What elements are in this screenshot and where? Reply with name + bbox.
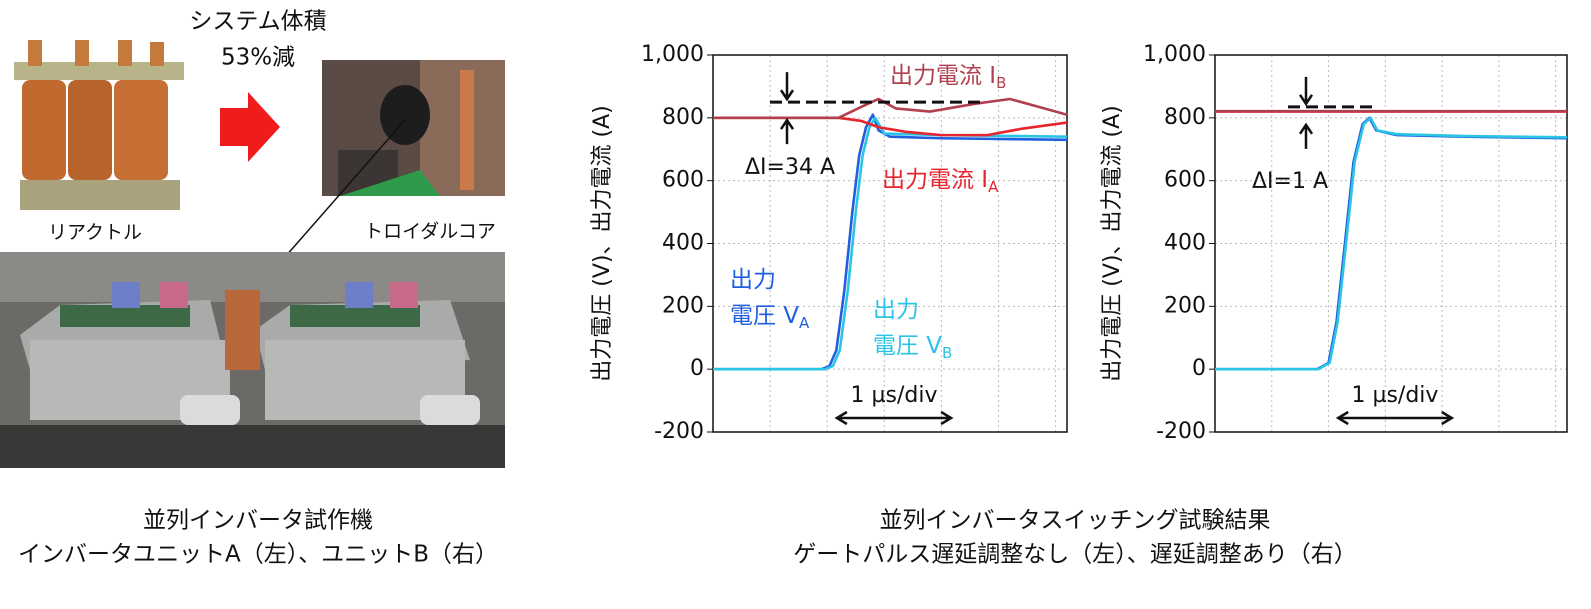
- time-arrow: [834, 410, 954, 426]
- delta-note: ΔI=34 A: [745, 155, 835, 180]
- y-tick-label: 600: [1164, 168, 1206, 193]
- reactor-label: リアクトル: [48, 222, 142, 244]
- time-arrow: [1335, 410, 1455, 426]
- y-tick-label: -200: [1156, 419, 1206, 444]
- series-label-sub: A: [988, 178, 999, 196]
- volume-note: 53%減: [221, 45, 295, 71]
- caption: インバータユニットA（左）、ユニットB（右）: [18, 542, 498, 568]
- y-tick-label: 200: [662, 293, 704, 318]
- time-note: 1 µs/div: [851, 383, 938, 408]
- y-tick-label: 600: [662, 168, 704, 193]
- series-label-text: 出力: [873, 297, 919, 323]
- series-label-text: 出力電流 I: [890, 63, 996, 89]
- volume-note: システム体積: [189, 9, 326, 35]
- delta-note: ΔI=1 A: [1252, 169, 1328, 194]
- time-note: 1 µs/div: [1351, 383, 1438, 408]
- series-line: [713, 116, 1068, 137]
- y-tick-label: 400: [1164, 231, 1206, 256]
- series-line: [713, 97, 1068, 120]
- series-label-text: 出力電流 I: [882, 167, 988, 193]
- inverter-photo: [0, 252, 505, 468]
- caption: 並列インバータ試作機: [143, 508, 373, 534]
- plot-frame: [1214, 54, 1568, 433]
- core-photo: [322, 60, 505, 196]
- series-label: 電圧 VB: [873, 333, 952, 362]
- y-tick-label: 1,000: [641, 42, 704, 67]
- core-label: トロイダルコア: [364, 221, 496, 243]
- delta-arrow: [1298, 76, 1314, 149]
- series-label-sub: A: [799, 314, 810, 332]
- series-label: 出力: [730, 267, 776, 293]
- reduction-arrow: [220, 92, 280, 162]
- y-tick-label: 800: [662, 105, 704, 130]
- caption: ゲートパルス遅延調整なし（左）、遅延調整あり（右）: [793, 542, 1357, 568]
- y-axis-label: 出力電圧 (V)、出力電流 (A): [1100, 105, 1125, 381]
- plot-frame: [712, 54, 1068, 433]
- series-label: 出力電流 IA: [882, 167, 999, 196]
- series-label: 出力電流 IB: [890, 63, 1006, 92]
- y-tick-label: 200: [1164, 293, 1206, 318]
- y-tick-label: 800: [1164, 105, 1206, 130]
- series-line: [713, 116, 1068, 371]
- series-label-text: 出力: [730, 267, 776, 293]
- y-axis-label: 出力電圧 (V)、出力電流 (A): [590, 105, 615, 381]
- y-tick-label: 0: [690, 356, 704, 381]
- series-label-text: 電圧 V: [873, 333, 942, 359]
- series-label: 出力: [873, 297, 919, 323]
- reactor-photo: [14, 40, 184, 210]
- y-tick-label: -200: [654, 419, 704, 444]
- series-label: 電圧 VA: [730, 303, 810, 332]
- series-line: [1215, 116, 1568, 371]
- series-label-text: 電圧 V: [730, 303, 799, 329]
- y-tick-label: 1,000: [1143, 42, 1206, 67]
- caption: 並列インバータスイッチング試験結果: [880, 508, 1271, 534]
- delta-arrow: [779, 72, 795, 145]
- series-label-sub: B: [996, 74, 1006, 92]
- y-tick-label: 0: [1192, 356, 1206, 381]
- y-tick-label: 400: [662, 231, 704, 256]
- series-line: [713, 113, 1068, 371]
- series-label-sub: B: [942, 344, 952, 362]
